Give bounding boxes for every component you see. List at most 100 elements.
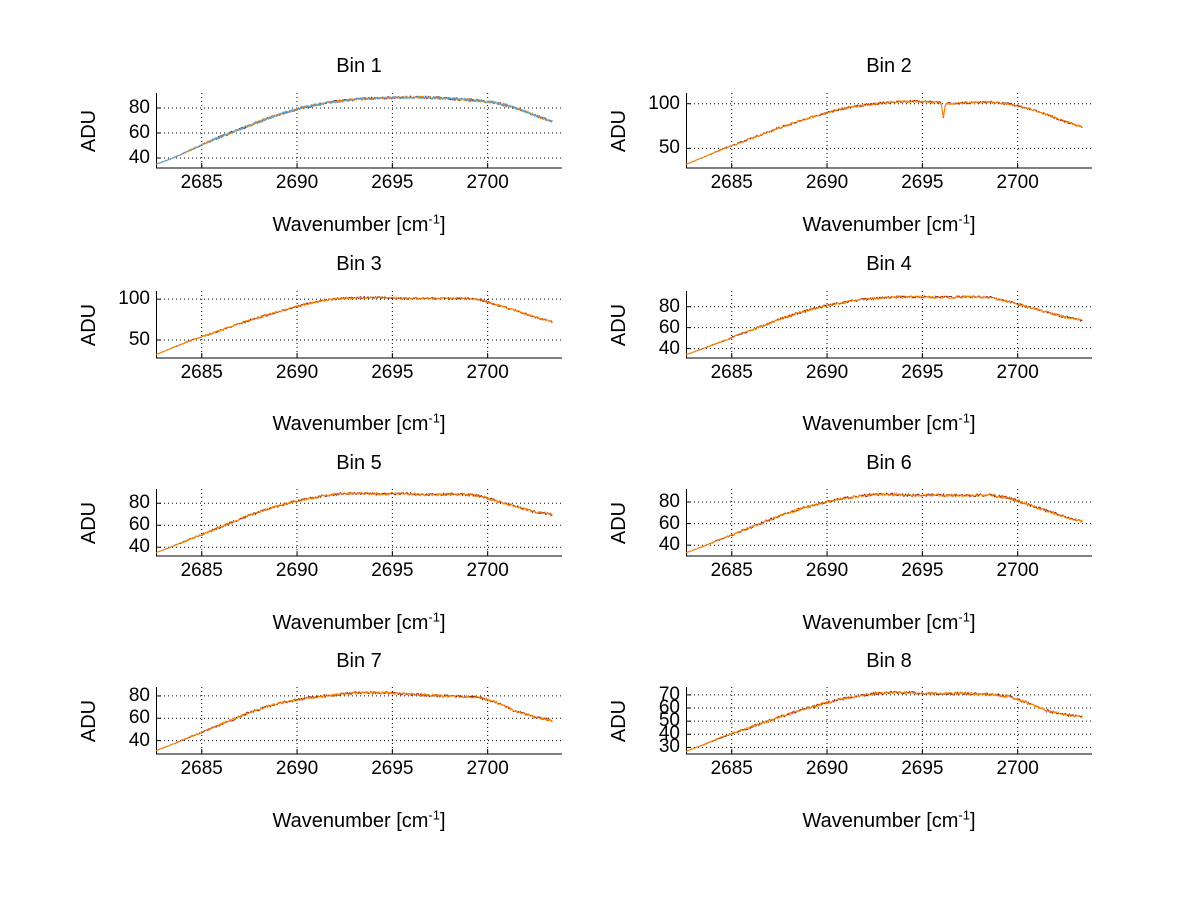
x-tick-label: 2690 bbox=[275, 758, 319, 779]
plot-area bbox=[686, 489, 1092, 557]
x-axis-label: Wavenumber [cm-1] bbox=[686, 609, 1092, 635]
y-tick-label: 60 bbox=[128, 122, 150, 143]
data-trace bbox=[156, 295, 553, 356]
y-tick-label: 30 bbox=[658, 736, 680, 758]
x-tick-label: 2690 bbox=[805, 758, 849, 779]
y-axis-label: ADU bbox=[608, 699, 630, 742]
y-tick-label: 40 bbox=[658, 337, 680, 359]
plot-area bbox=[156, 93, 562, 169]
x-axis-label-text: Wavenumber [cm bbox=[272, 214, 429, 236]
x-tick-label: 2700 bbox=[466, 560, 509, 581]
x-tick-label: 2695 bbox=[901, 362, 944, 383]
y-tick-label: 100 bbox=[648, 92, 680, 114]
data-trace bbox=[156, 491, 553, 554]
x-axis-label-bracket: ] bbox=[969, 413, 976, 435]
x-axis-label-text: Wavenumber [cm bbox=[272, 612, 429, 634]
subplot-title: Bin 7 bbox=[336, 650, 382, 672]
data-trace bbox=[156, 690, 553, 752]
x-axis-label-exponent: -1 bbox=[958, 211, 970, 227]
data-trace bbox=[686, 690, 1083, 752]
subplot-title: Bin 5 bbox=[336, 452, 382, 474]
x-axis-label-text: Wavenumber [cm bbox=[802, 214, 959, 236]
x-tick-label: 2700 bbox=[996, 758, 1039, 779]
plot-area bbox=[686, 687, 1092, 755]
x-tick-label: 2690 bbox=[805, 362, 849, 383]
y-tick-label: 40 bbox=[128, 729, 150, 751]
y-tick-label: 100 bbox=[118, 288, 150, 310]
data-trace bbox=[686, 492, 1083, 554]
axis-spine bbox=[686, 687, 1092, 755]
data-trace bbox=[156, 295, 553, 356]
x-axis-label-exponent: -1 bbox=[958, 609, 970, 625]
x-tick-label: 2695 bbox=[901, 758, 944, 779]
subplot-title: Bin 1 bbox=[336, 55, 382, 77]
data-trace bbox=[156, 95, 553, 165]
data-trace bbox=[156, 95, 553, 165]
y-axis-label: ADU bbox=[608, 303, 630, 346]
x-tick-label: 2685 bbox=[710, 758, 753, 779]
axis-spine bbox=[156, 489, 562, 557]
x-axis-label: Wavenumber [cm-1] bbox=[686, 211, 1092, 237]
y-tick-label: 60 bbox=[128, 707, 150, 729]
x-axis-label-exponent: -1 bbox=[428, 807, 440, 823]
axis-spine bbox=[156, 291, 562, 359]
data-trace bbox=[686, 295, 1083, 356]
y-tick-label: 40 bbox=[128, 147, 150, 168]
data-trace bbox=[156, 491, 553, 554]
x-axis-label-exponent: -1 bbox=[958, 807, 970, 823]
subplot-title: Bin 8 bbox=[866, 650, 912, 672]
plot-area bbox=[156, 687, 562, 755]
axis-spine bbox=[686, 291, 1092, 359]
x-axis-label-bracket: ] bbox=[439, 810, 446, 832]
axis-spine bbox=[686, 93, 1092, 169]
y-tick-label: 40 bbox=[128, 536, 150, 558]
data-trace bbox=[686, 99, 1083, 165]
x-axis-label-bracket: ] bbox=[969, 214, 976, 236]
y-axis-label: ADU bbox=[78, 501, 100, 544]
x-tick-label: 2695 bbox=[901, 172, 944, 193]
y-tick-label: 80 bbox=[128, 684, 150, 706]
plot-area bbox=[686, 93, 1092, 169]
y-tick-label: 50 bbox=[658, 710, 680, 732]
x-axis-label-exponent: -1 bbox=[428, 211, 440, 227]
plot-area bbox=[686, 291, 1092, 359]
x-axis-label-text: Wavenumber [cm bbox=[802, 612, 959, 634]
x-tick-label: 2685 bbox=[180, 758, 223, 779]
x-axis-label-bracket: ] bbox=[969, 810, 976, 832]
x-tick-label: 2690 bbox=[805, 172, 849, 193]
x-axis-label: Wavenumber [cm-1] bbox=[686, 807, 1092, 833]
y-tick-label: 60 bbox=[658, 697, 680, 719]
y-tick-label: 70 bbox=[658, 683, 680, 705]
x-tick-label: 2685 bbox=[710, 172, 753, 193]
x-tick-label: 2700 bbox=[466, 758, 509, 779]
data-trace bbox=[156, 690, 553, 752]
y-axis-label: ADU bbox=[78, 109, 100, 152]
axis-spine bbox=[156, 687, 562, 755]
data-trace bbox=[686, 492, 1083, 554]
x-axis-label: Wavenumber [cm-1] bbox=[156, 411, 562, 436]
x-tick-label: 2695 bbox=[901, 560, 944, 581]
subplot-title: Bin 3 bbox=[336, 253, 382, 275]
x-tick-label: 2685 bbox=[710, 560, 753, 581]
subplot-title: Bin 2 bbox=[866, 55, 912, 77]
x-axis-label-bracket: ] bbox=[969, 612, 976, 634]
x-tick-label: 2700 bbox=[996, 172, 1039, 193]
x-tick-label: 2695 bbox=[371, 758, 414, 779]
x-tick-label: 2690 bbox=[275, 172, 319, 193]
data-trace bbox=[156, 95, 553, 165]
x-tick-label: 2700 bbox=[466, 362, 509, 383]
x-tick-label: 2700 bbox=[996, 362, 1039, 383]
x-tick-label: 2695 bbox=[371, 172, 414, 193]
x-axis-label-exponent: -1 bbox=[428, 609, 440, 625]
x-axis-label-bracket: ] bbox=[439, 413, 446, 435]
x-tick-label: 2700 bbox=[466, 172, 509, 193]
x-axis-label-bracket: ] bbox=[439, 612, 446, 634]
plot-area bbox=[156, 291, 562, 359]
x-tick-label: 2685 bbox=[180, 362, 223, 383]
